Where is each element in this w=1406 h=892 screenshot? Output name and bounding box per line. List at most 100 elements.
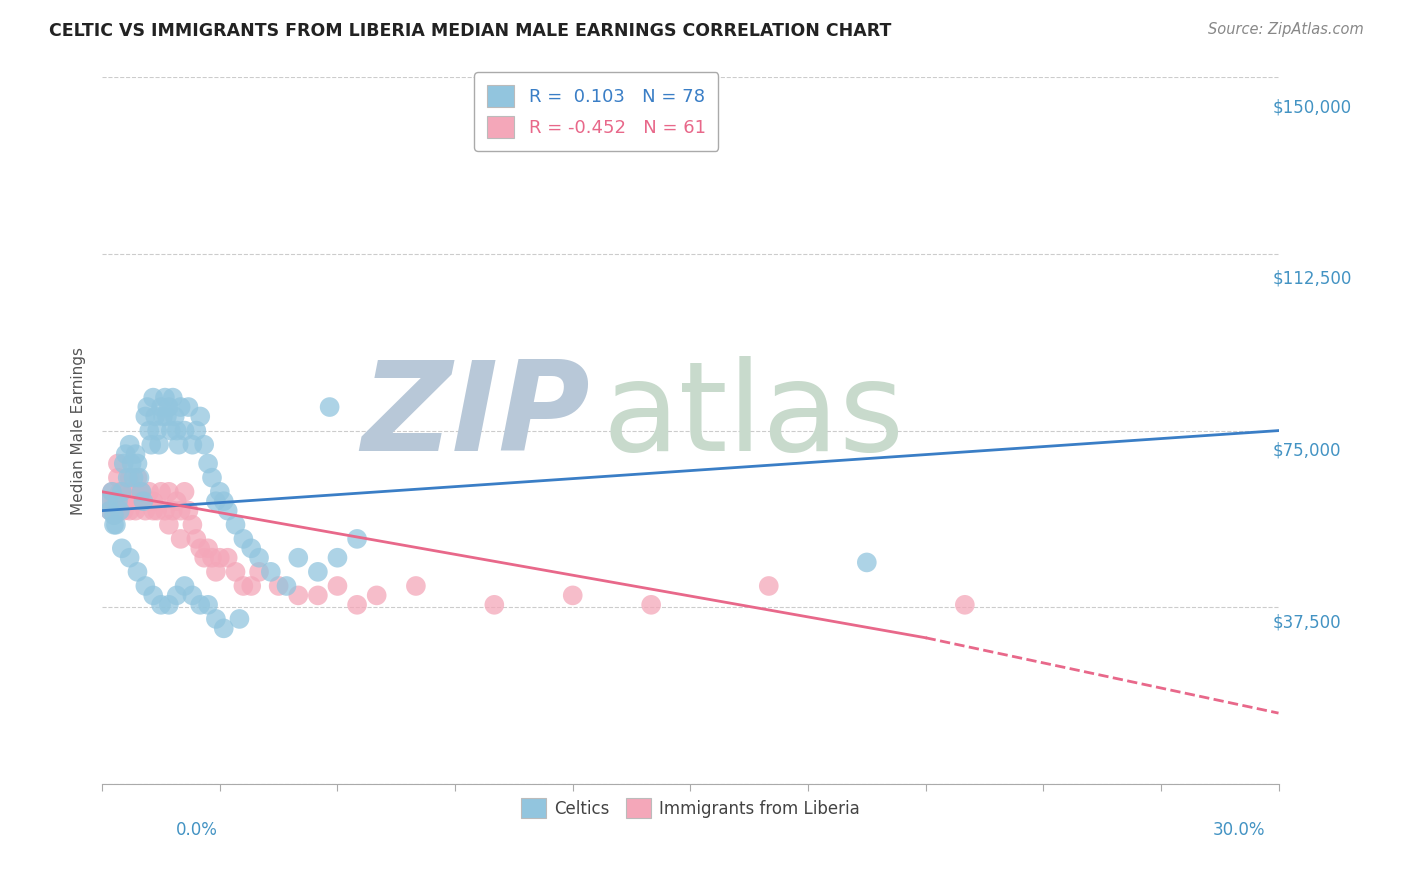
Point <box>143 409 166 424</box>
Point <box>205 565 228 579</box>
Point <box>122 471 145 485</box>
Point <box>758 579 780 593</box>
Point <box>157 400 180 414</box>
Point <box>405 579 427 593</box>
Point <box>138 484 160 499</box>
Point <box>177 400 200 414</box>
Point <box>148 438 170 452</box>
Point <box>276 579 298 593</box>
Point <box>152 409 174 424</box>
Point <box>366 588 388 602</box>
Point <box>136 400 159 414</box>
Point <box>107 494 129 508</box>
Point <box>181 588 204 602</box>
Point <box>157 484 180 499</box>
Point <box>104 517 127 532</box>
Point <box>188 541 211 556</box>
Point <box>112 457 135 471</box>
Point <box>307 588 329 602</box>
Point <box>146 503 169 517</box>
Point <box>163 409 186 424</box>
Point <box>240 579 263 593</box>
Point <box>561 588 583 602</box>
Text: atlas: atlas <box>602 356 904 477</box>
Point <box>103 508 125 523</box>
Point <box>127 471 149 485</box>
Point <box>240 541 263 556</box>
Point <box>108 484 131 499</box>
Point <box>107 471 129 485</box>
Point <box>193 550 215 565</box>
Point <box>484 598 506 612</box>
Point <box>232 532 254 546</box>
Point <box>124 447 146 461</box>
Point <box>169 400 191 414</box>
Point <box>153 503 176 517</box>
Point <box>166 494 188 508</box>
Point <box>131 484 153 499</box>
Point <box>131 484 153 499</box>
Point <box>326 550 349 565</box>
Point <box>98 503 121 517</box>
Point <box>138 424 160 438</box>
Point <box>225 517 247 532</box>
Point <box>173 579 195 593</box>
Point <box>153 391 176 405</box>
Text: $112,500: $112,500 <box>1272 269 1351 288</box>
Point <box>166 424 188 438</box>
Point <box>169 503 191 517</box>
Point <box>114 447 136 461</box>
Point <box>108 503 131 517</box>
Point <box>225 565 247 579</box>
Point <box>201 471 224 485</box>
Point <box>193 438 215 452</box>
Point <box>173 424 195 438</box>
Text: 30.0%: 30.0% <box>1213 821 1265 838</box>
Point <box>169 532 191 546</box>
Point <box>197 457 219 471</box>
Point <box>121 484 143 499</box>
Text: $150,000: $150,000 <box>1272 98 1351 116</box>
Point <box>134 409 156 424</box>
Point <box>150 400 173 414</box>
Point <box>101 484 124 499</box>
Point <box>97 494 120 508</box>
Point <box>953 598 976 612</box>
Text: $75,000: $75,000 <box>1272 442 1341 459</box>
Point <box>134 579 156 593</box>
Point <box>141 438 163 452</box>
Point <box>132 494 155 508</box>
Point <box>134 503 156 517</box>
Text: ZIP: ZIP <box>361 356 591 477</box>
Point <box>228 612 250 626</box>
Point <box>111 541 134 556</box>
Point <box>121 457 143 471</box>
Point <box>127 565 149 579</box>
Point <box>107 457 129 471</box>
Point <box>208 550 231 565</box>
Point <box>287 550 309 565</box>
Point <box>166 588 188 602</box>
Point <box>114 484 136 499</box>
Point <box>346 598 368 612</box>
Point <box>111 484 134 499</box>
Point <box>104 503 127 517</box>
Point <box>118 471 141 485</box>
Point <box>181 438 204 452</box>
Point <box>128 484 150 499</box>
Point <box>247 550 270 565</box>
Point <box>188 409 211 424</box>
Point <box>127 457 149 471</box>
Point <box>157 517 180 532</box>
Text: $37,500: $37,500 <box>1272 613 1341 632</box>
Point <box>118 438 141 452</box>
Point <box>217 503 239 517</box>
Point <box>186 532 208 546</box>
Point <box>142 494 165 508</box>
Point <box>160 424 183 438</box>
Point <box>150 484 173 499</box>
Point <box>118 550 141 565</box>
Text: Source: ZipAtlas.com: Source: ZipAtlas.com <box>1208 22 1364 37</box>
Point <box>142 588 165 602</box>
Point <box>212 494 235 508</box>
